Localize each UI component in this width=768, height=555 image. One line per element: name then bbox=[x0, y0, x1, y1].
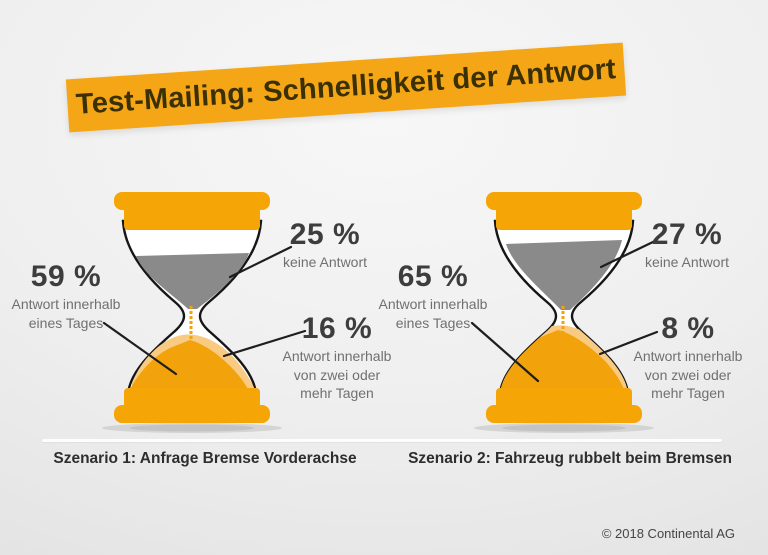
connector-s2-within-one-day bbox=[470, 321, 540, 383]
sand-no-answer bbox=[506, 240, 622, 310]
connector-s1-no-answer bbox=[228, 245, 293, 279]
stat-label: Antwort innerhalb von zwei oder mehr Tag… bbox=[633, 348, 743, 402]
stat-s1-within-one-day: 59 % Antwort innerhalb eines Tages bbox=[0, 262, 141, 332]
hourglass-top-cap bbox=[496, 201, 632, 230]
stat-value: 25 % bbox=[289, 218, 361, 251]
connector-s1-within-one-day bbox=[102, 321, 178, 376]
connector-s1-two-or-more-days bbox=[222, 329, 307, 358]
sand-falling-dots bbox=[561, 306, 565, 339]
stat-s1-no-answer: 25 % keine Antwort bbox=[250, 220, 400, 272]
hourglass-shadow-core bbox=[502, 424, 626, 432]
stat-value: 65 % bbox=[397, 260, 469, 293]
stat-value: 27 % bbox=[651, 218, 723, 251]
copyright-text: © 2018 Continental AG bbox=[601, 526, 735, 541]
stat-label: Antwort innerhalb von zwei oder mehr Tag… bbox=[282, 348, 392, 402]
stat-value: 8 % bbox=[661, 312, 715, 345]
sand-no-answer bbox=[136, 253, 249, 309]
stat-s1-two-or-more-days: 16 % Antwort innerhalb von zwei oder meh… bbox=[262, 314, 412, 403]
caption-scenario-1: Szenario 1: Anfrage Bremse Vorderachse bbox=[53, 450, 357, 467]
connector-s2-no-answer bbox=[599, 239, 657, 269]
stat-label: Antwort innerhalb eines Tages bbox=[11, 296, 121, 331]
stat-label: keine Antwort bbox=[282, 254, 368, 270]
hourglass-base-rim bbox=[114, 405, 270, 423]
stat-s2-within-one-day: 65 % Antwort innerhalb eines Tages bbox=[358, 262, 508, 332]
stat-value: 59 % bbox=[30, 260, 102, 293]
stat-s2-two-or-more-days: 8 % Antwort innerhalb von zwei oder mehr… bbox=[613, 314, 763, 403]
hourglass-shadow-core bbox=[130, 424, 254, 432]
stat-s2-no-answer: 27 % keine Antwort bbox=[612, 220, 762, 272]
caption-divider bbox=[42, 439, 722, 442]
sand-falling-dots bbox=[189, 306, 193, 339]
hourglass-shadow bbox=[102, 423, 282, 433]
connector-s2-two-or-more-days bbox=[598, 330, 659, 356]
caption-scenario-2: Szenario 2: Fahrzeug rubbelt beim Bremse… bbox=[408, 450, 732, 467]
hourglass-top-cap bbox=[124, 201, 260, 230]
sand-pile-day bbox=[129, 340, 249, 394]
hourglass-scenario-1 bbox=[102, 192, 282, 433]
hourglass-shadow bbox=[474, 423, 654, 433]
stat-label: Antwort innerhalb eines Tages bbox=[378, 296, 488, 331]
stat-value: 16 % bbox=[301, 312, 373, 345]
hourglass-base-rim bbox=[486, 405, 642, 423]
stat-label: keine Antwort bbox=[644, 254, 730, 270]
